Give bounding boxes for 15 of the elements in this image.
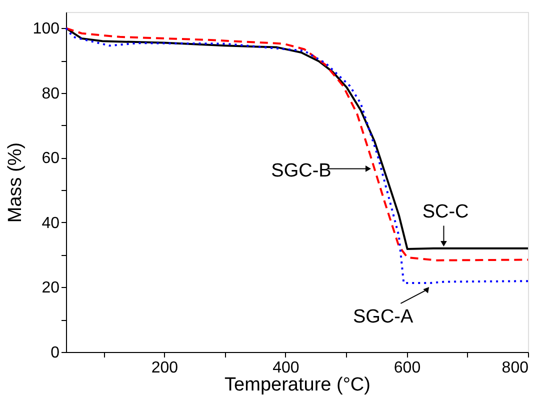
y-tick-label: 0 [50, 344, 60, 362]
y-tick-label: 80 [42, 85, 60, 102]
annotation: SGC-A [353, 306, 414, 328]
y-tick-label: 60 [42, 150, 60, 168]
annotation: SC-C [422, 201, 469, 222]
x-tick-label: 600 [394, 360, 421, 376]
x-tick-label: 400 [272, 360, 300, 376]
y-axis-title: Mass (%) [4, 142, 26, 223]
x-tick-label: 800 [502, 360, 529, 376]
y-tick-label: 40 [42, 214, 60, 232]
y-tick-label: 20 [42, 280, 60, 297]
annotation: SGC-B [271, 160, 332, 182]
x-tick-label: 200 [151, 360, 178, 376]
x-axis-title: Temperature (°C) [224, 374, 370, 396]
y-tick-label: 100 [32, 20, 60, 38]
